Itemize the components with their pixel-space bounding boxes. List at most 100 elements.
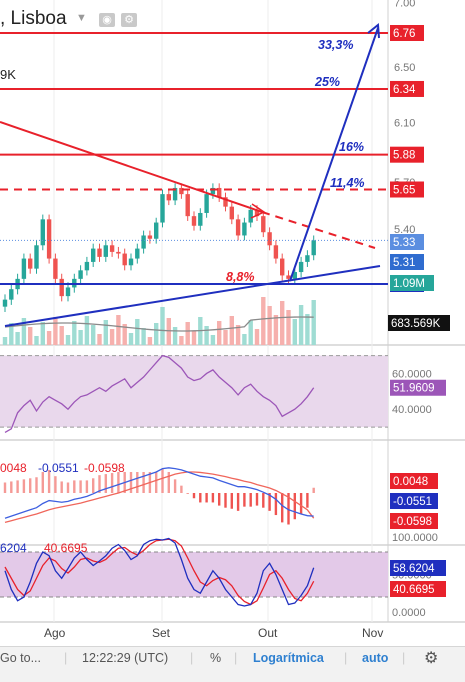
candle-body [179,187,184,195]
macd-histogram-bar [218,493,221,506]
divider: | [64,651,68,665]
percent-toggle[interactable]: % [210,651,222,665]
candle-body [235,219,241,236]
macd-histogram-bar [211,493,215,503]
macd-value-label: -0.0598 [393,516,432,528]
candle-body [172,187,178,201]
candle-body [261,216,266,233]
goto-button[interactable]: Go to... [0,651,41,665]
macd-histogram-bar [287,493,290,525]
candle-body [204,194,209,213]
auto-scale-toggle[interactable]: auto [362,651,389,665]
volume-tag [388,315,450,331]
volume-bar [109,329,115,345]
macd-histogram-bar [167,472,170,493]
candle-body [46,219,52,259]
stoch-k-label: 58.6204 [393,563,435,575]
rsi-tick-label: 40.0000 [392,404,432,416]
volume-legend: 9K [0,67,16,82]
rsi-tick-label: 60.0000 [392,368,432,380]
macd-histogram-bar [10,481,13,493]
volume-bar [154,323,159,345]
volume-bar [147,337,153,345]
macd-header-value: -0.0551 [38,461,79,475]
macd-histogram-bar [274,493,278,516]
macd-signal-line [4,471,315,524]
clock-time[interactable]: 12:22:29 (UTC) [82,651,169,665]
eye-icon[interactable]: ◉ [99,13,115,27]
level-price-label: 6.76 [393,28,415,40]
resistance-trendline [0,121,263,213]
percent-label: 33,3% [318,38,353,52]
candle-body [53,258,58,279]
candle-body [78,270,83,279]
macd-histogram-bar [16,480,19,493]
price-tick-label: 7.00 [394,0,415,10]
candle-body [223,197,228,207]
candle-body [141,235,146,249]
candle-body [21,258,27,279]
candle-body [97,248,102,257]
volume-bar [261,297,266,345]
volume-bar [166,318,171,345]
volume-bar [286,310,291,345]
macd-histogram-bar [41,472,44,493]
stoch-tick-label: 100.0000 [392,532,438,544]
macd-histogram-bar [22,479,26,493]
volume-bar [59,326,64,345]
macd-histogram-bar [142,472,145,493]
level-price-tag [390,146,424,163]
macd-histogram-bar [54,476,57,493]
volume-bar [15,332,20,345]
rsi-value-label: 51.9609 [393,383,435,395]
candle-body [34,245,39,269]
volume-bar [248,320,253,345]
level-price-tag [390,25,424,41]
macd-histogram-bar [249,493,252,507]
gear-icon[interactable]: ⚙ [121,13,137,27]
grid [53,0,373,622]
macd-value-tag [390,493,438,509]
macd-histogram-bar [312,487,315,493]
macd-histogram-bar [262,493,265,508]
volume-bar [34,336,39,345]
volume-bar [9,323,14,345]
volume-bar [141,328,146,345]
gear-icon[interactable]: ⚙ [424,650,439,667]
macd-histogram-bar [79,480,82,493]
time-tick-label: Out [258,626,278,640]
volume-bar [305,314,310,345]
macd-histogram-bar [173,479,177,493]
divider: | [190,651,194,665]
arrow-head-icon [250,203,266,219]
macd-histogram-bar [85,480,89,493]
candle-body [267,232,272,246]
log-scale-toggle[interactable]: Logarítmica [253,651,324,665]
macd-histogram-bar [299,493,303,514]
volume-bar [122,324,127,345]
volume-bar [191,331,197,345]
candle-body [286,275,291,279]
symbol-title[interactable]: , Lisboa [0,8,67,29]
candle-body [28,258,33,269]
volume-tag-label: 683.569K [391,318,441,330]
rsi-value-tag [390,379,446,396]
percent-label: 25% [314,75,340,89]
macd-histogram-bar [98,475,101,493]
stoch-tick-label: 0.0000 [392,607,426,619]
candle-body [147,235,153,239]
macd-histogram-bar [155,472,158,493]
candle-body [109,245,115,252]
candle-body [103,245,108,257]
macd-histogram-bar [161,468,164,493]
volume-bar [103,320,108,345]
candle-body [84,261,90,271]
macd-histogram-bar [293,493,296,520]
price-tag-label: 5.31 [393,257,415,269]
volume-bar [21,318,27,345]
chevron-down-icon[interactable]: ▼ [76,12,87,24]
candle-body [292,272,297,279]
candle-body [273,245,279,259]
stoch-header-value: 6204 [0,541,27,555]
